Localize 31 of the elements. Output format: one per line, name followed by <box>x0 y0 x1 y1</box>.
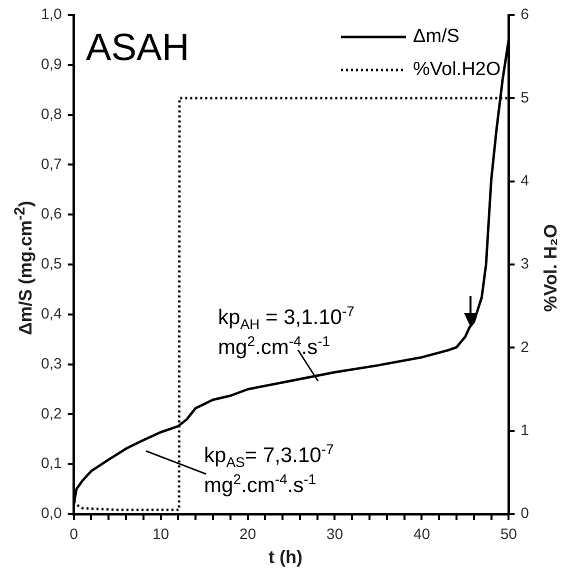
x-tick-label: 30 <box>326 526 344 544</box>
y2-tick-label: 1 <box>520 422 529 439</box>
y-tick-label: 0,1 <box>40 455 62 472</box>
x-tick-label: 20 <box>239 526 256 544</box>
y-tick-label: 1,0 <box>40 6 62 24</box>
y-tick-label: 0,5 <box>40 256 62 273</box>
x-tick-label: 10 <box>152 526 170 544</box>
legend-label: %Vol.H2O <box>413 59 501 80</box>
y-tick-label: 0,3 <box>40 355 62 372</box>
text: kp$_{AS}$= 7,3.10$^{-7}$ mg$^{2}$.cm$^{-4}$.s$^{-1}$ <box>204 441 334 497</box>
y-tick-label: 0,2 <box>40 405 62 422</box>
y-tick-label: 0,8 <box>40 106 62 123</box>
y2-tick-label: 4 <box>520 172 529 190</box>
x-tick-label: 50 <box>500 526 517 544</box>
x-tick-label: 40 <box>413 526 430 544</box>
y-tick-label: 0,0 <box>40 505 62 522</box>
legend-label: Δm/S <box>413 26 460 48</box>
y-tick-label: 0,4 <box>40 306 62 323</box>
text: kp$_{AH}$ = 3,1.10$^{-7}$ mg$^{2}$.cm$^{-4}$.s$^{-1}$ <box>218 303 354 359</box>
y-tick-label: 0,9 <box>40 56 62 74</box>
y2-tick-label: 6 <box>520 6 529 24</box>
y2-tick-label: 5 <box>520 89 529 106</box>
y-tick-label: 0,7 <box>40 156 62 173</box>
x-tick-label: 0 <box>70 526 78 544</box>
y2-tick-label: 0 <box>520 505 529 522</box>
y-tick-label: 0,6 <box>40 206 62 223</box>
chart-title: ASAH <box>86 27 190 69</box>
y2-tick-label: 3 <box>520 256 529 273</box>
x-axis-title: t (h) <box>268 547 304 568</box>
y2-tick-label: 2 <box>520 338 529 356</box>
y2-axis-title: %Vol. H₂O <box>540 224 562 312</box>
